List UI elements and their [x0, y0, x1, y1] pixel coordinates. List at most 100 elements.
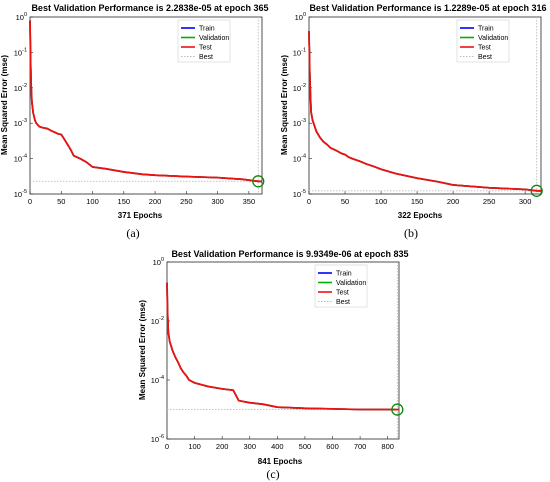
legend-label-validation: Validation: [336, 280, 366, 287]
y-tick-exponent: 0: [161, 257, 164, 263]
y-tick-base: 10: [14, 48, 22, 57]
y-tick-label: 10-2: [293, 83, 306, 93]
legend-box: [177, 19, 231, 63]
legend-box: [456, 19, 510, 63]
x-tick-label: 500: [299, 442, 312, 451]
y-tick-exponent: -6: [159, 434, 164, 440]
y-tick-base: 10: [293, 190, 301, 199]
chart-title: Best Validation Performance is 9.9349e-0…: [171, 249, 408, 259]
chart-panel-2: Best Validation Performance is 9.9349e-0…: [138, 249, 409, 481]
chart-title: Best Validation Performance is 1.2289e-0…: [309, 3, 546, 13]
panel-caption: (c): [266, 467, 279, 481]
best-marker: [530, 184, 543, 197]
y-tick-label: 10-5: [14, 189, 27, 199]
x-tick-label: 0: [28, 197, 32, 206]
panel-caption: (a): [126, 226, 139, 240]
y-tick-exponent: -2: [22, 83, 27, 89]
x-tick-label: 100: [375, 197, 388, 206]
y-tick-base: 10: [14, 119, 22, 128]
y-tick-exponent: 0: [24, 12, 27, 18]
x-tick-label: 200: [447, 197, 460, 206]
y-tick-label: 10-3: [293, 118, 306, 128]
y-tick-base: 10: [293, 155, 301, 164]
y-tick-exponent: -4: [22, 154, 27, 160]
y-tick-exponent: -2: [301, 83, 306, 89]
y-tick-exponent: -2: [159, 316, 164, 322]
y-tick-exponent: -1: [301, 47, 306, 53]
x-tick-label: 50: [341, 197, 349, 206]
y-axis-label: Mean Squared Error (mse): [0, 55, 9, 155]
x-tick-label: 300: [244, 442, 257, 451]
y-tick-base: 10: [151, 435, 159, 444]
y-tick-label: 10-6: [151, 434, 164, 444]
x-tick-label: 100: [86, 197, 99, 206]
legend-label-best: Best: [336, 299, 350, 306]
legend-label-validation: Validation: [478, 35, 508, 42]
legend-label-test: Test: [199, 45, 212, 52]
y-tick-label: 10-5: [293, 189, 306, 199]
x-tick-label: 150: [118, 197, 131, 206]
y-axis-label: Mean Squared Error (mse): [138, 300, 147, 400]
legend-label-train: Train: [199, 26, 215, 33]
x-axis-label: 371 Epochs: [118, 211, 163, 220]
x-tick-label: 0: [165, 442, 169, 451]
series-line-test: [29, 20, 262, 183]
legend-label-train: Train: [336, 271, 352, 278]
y-tick-base: 10: [16, 13, 24, 22]
y-tick-base: 10: [14, 190, 22, 199]
x-axis-label: 322 Epochs: [398, 211, 443, 220]
y-tick-base: 10: [293, 48, 301, 57]
x-tick-label: 800: [381, 442, 394, 451]
x-tick-label: 700: [354, 442, 367, 451]
y-tick-base: 10: [151, 317, 159, 326]
x-tick-label: 300: [211, 197, 224, 206]
chart-panel-1: Best Validation Performance is 1.2289e-0…: [280, 3, 547, 240]
legend-label-validation: Validation: [199, 35, 229, 42]
x-tick-label: 400: [271, 442, 284, 451]
y-tick-exponent: -1: [22, 47, 27, 53]
y-tick-exponent: -3: [301, 118, 306, 124]
y-tick-exponent: -4: [301, 154, 306, 160]
y-tick-base: 10: [14, 84, 22, 93]
chart-title: Best Validation Performance is 2.2838e-0…: [31, 3, 268, 13]
y-tick-base: 10: [293, 84, 301, 93]
y-tick-label: 10-1: [14, 47, 27, 57]
legend-label-test: Test: [478, 45, 491, 52]
y-tick-label: 10-2: [151, 316, 164, 326]
y-tick-base: 10: [151, 376, 159, 385]
x-tick-label: 50: [57, 197, 65, 206]
y-tick-exponent: -3: [22, 118, 27, 124]
x-tick-label: 300: [519, 197, 532, 206]
chart-panel-0: Best Validation Performance is 2.2838e-0…: [0, 3, 269, 240]
y-tick-base: 10: [295, 13, 303, 22]
y-tick-base: 10: [14, 155, 22, 164]
y-tick-label: 10-4: [151, 375, 164, 385]
series-line-test: [166, 282, 399, 411]
y-axis-label: Mean Squared Error (mse): [280, 55, 289, 155]
x-tick-label: 150: [411, 197, 424, 206]
y-tick-exponent: -5: [301, 189, 306, 195]
x-tick-label: 200: [149, 197, 162, 206]
x-tick-label: 0: [307, 197, 311, 206]
y-tick-base: 10: [153, 258, 161, 267]
x-tick-label: 100: [188, 442, 201, 451]
y-tick-label: 10-4: [14, 154, 27, 164]
legend-label-best: Best: [199, 54, 213, 61]
x-tick-label: 600: [326, 442, 339, 451]
y-tick-exponent: -5: [22, 189, 27, 195]
legend-label-best: Best: [478, 54, 492, 61]
y-tick-exponent: 0: [303, 12, 306, 18]
y-tick-base: 10: [293, 119, 301, 128]
y-tick-label: 10-4: [293, 154, 306, 164]
y-tick-label: 10-3: [14, 118, 27, 128]
y-tick-exponent: -4: [159, 375, 164, 381]
x-tick-label: 250: [483, 197, 496, 206]
legend-box: [314, 264, 368, 308]
legend-label-train: Train: [478, 26, 494, 33]
y-tick-label: 10-1: [293, 47, 306, 57]
y-tick-label: 100: [153, 257, 164, 267]
x-tick-label: 200: [216, 442, 229, 451]
x-tick-label: 350: [243, 197, 256, 206]
best-marker: [391, 403, 404, 416]
